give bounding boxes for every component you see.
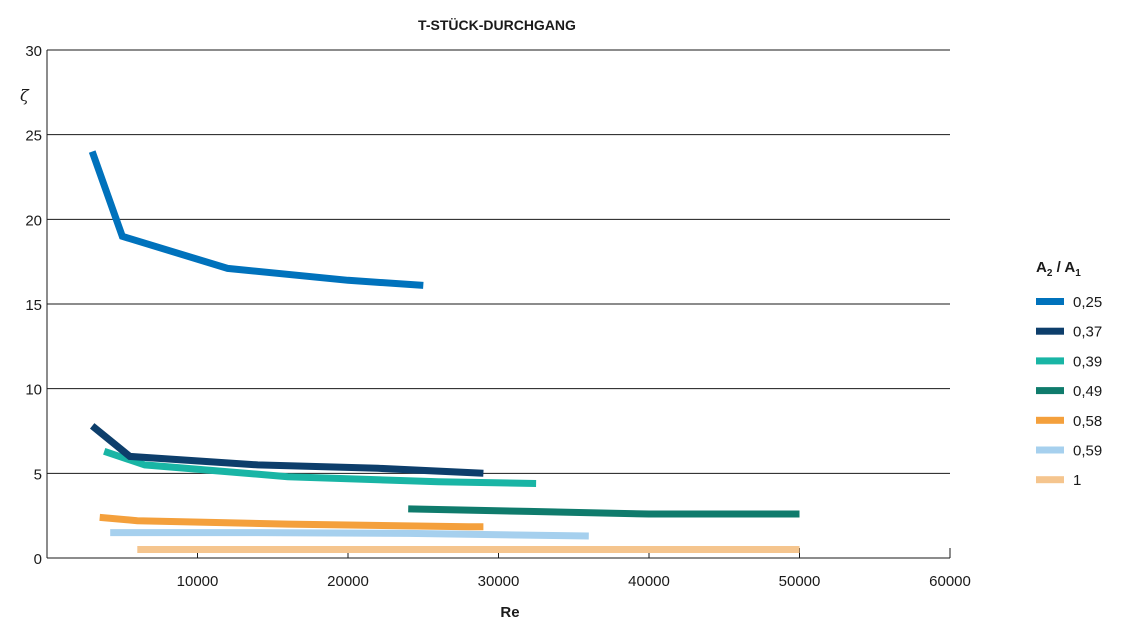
- legend-label: 1: [1073, 472, 1081, 489]
- series-line-0-58: [99, 513, 484, 531]
- chart-title: T-STÜCK-DURCHGANG: [418, 17, 576, 33]
- x-tick-label: 30000: [478, 573, 520, 590]
- x-tick-label: 50000: [779, 573, 821, 590]
- legend: A2 / A1 0,25 0,37 0,39 0,49 0,58 0,59 1: [1036, 259, 1102, 489]
- series-line-0-59: [110, 529, 589, 540]
- legend-label: 0,58: [1073, 413, 1102, 430]
- y-tick-label: 25: [25, 128, 42, 145]
- series-line-0-37: [89, 423, 484, 477]
- legend-swatch: [1036, 327, 1064, 335]
- series-line-0-25: [88, 150, 424, 289]
- y-tick-label: 5: [34, 466, 42, 483]
- series-line-0-39: [103, 447, 537, 487]
- series-line-0-49: [408, 505, 800, 518]
- legend-label: 0,49: [1073, 383, 1102, 400]
- series-group: [88, 150, 800, 553]
- y-tick-label: 20: [25, 212, 42, 229]
- y-axis-label: ζ: [20, 86, 30, 105]
- legend-label: 0,37: [1073, 324, 1102, 341]
- x-tick-label: 60000: [929, 573, 971, 590]
- legend-label: 0,39: [1073, 353, 1102, 370]
- legend-label: 0,25: [1073, 294, 1102, 311]
- legend-label: 0,59: [1073, 443, 1102, 460]
- x-tick-label: 20000: [327, 573, 369, 590]
- legend-swatch: [1036, 446, 1064, 454]
- legend-swatch: [1036, 387, 1064, 395]
- legend-swatch: [1036, 416, 1064, 424]
- legend-title: A2 / A1: [1036, 259, 1081, 279]
- tick-labels: 0 5 10 15 20 25 30 10000 20000 30000 40000 50000 600…: [25, 43, 971, 590]
- y-tick-label: 0: [34, 551, 42, 568]
- x-tick-label: 40000: [628, 573, 670, 590]
- legend-swatch: [1036, 298, 1064, 305]
- x-axis-label: Re: [500, 604, 519, 620]
- y-tick-label: 15: [25, 297, 42, 314]
- y-tick-label: 30: [25, 43, 42, 60]
- x-tick-label: 10000: [177, 573, 219, 590]
- grid: [47, 49, 950, 474]
- legend-swatch: [1036, 357, 1064, 365]
- legend-swatch: [1036, 476, 1064, 484]
- y-tick-label: 10: [25, 382, 42, 399]
